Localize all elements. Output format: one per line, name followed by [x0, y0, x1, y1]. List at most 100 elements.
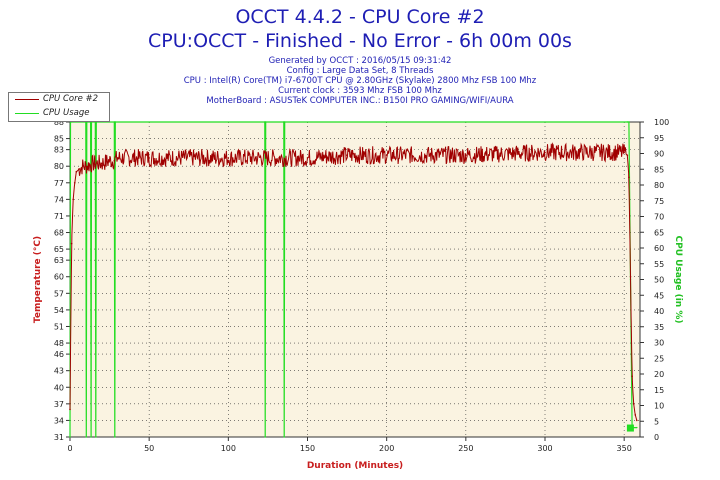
y-tick-label: 31: [54, 433, 64, 442]
x-tick-label: 350: [617, 444, 632, 453]
data-point-cpu-core-2: [73, 181, 76, 184]
x-tick-label: 100: [221, 444, 236, 453]
y-right-tick-label: 5: [654, 417, 659, 426]
y-right-tick-label: 10: [654, 402, 664, 411]
y-tick-label: 68: [54, 229, 64, 238]
series-line-cpu-core-2: [69, 142, 638, 421]
y-tick-label: 57: [54, 289, 64, 298]
data-point-cpu-usage: [283, 436, 285, 438]
x-tick-label: 200: [379, 444, 394, 453]
data-point-cpu-usage: [95, 436, 97, 438]
data-point-cpu-core-2: [72, 198, 74, 201]
y-tick-label: 54: [54, 306, 64, 315]
y-tick-label: 85: [54, 135, 64, 144]
data-point-cpu-core-2: [100, 162, 103, 165]
legend-label-core: CPU Core #2: [43, 94, 99, 104]
data-point-cpu-core-2: [85, 165, 87, 168]
y-right-tick-label: 40: [654, 307, 664, 316]
y-tick-label: 88: [54, 118, 64, 127]
data-point-cpu-core-2: [227, 157, 230, 159]
data-point-cpu-core-2: [116, 157, 119, 159]
data-point-cpu-core-2: [626, 154, 629, 156]
y-tick-label: 74: [54, 195, 64, 204]
data-point-cpu-core-2: [544, 151, 546, 154]
x-tick-label: 150: [300, 444, 315, 453]
y-right-tick-label: 70: [654, 213, 664, 222]
data-point-cpu-core-2: [81, 165, 84, 168]
data-point-cpu-core-2: [634, 414, 637, 416]
chart-title: OCCT 4.4.2 - CPU Core #2: [235, 6, 485, 28]
data-point-cpu-core-2: [631, 375, 633, 378]
y-right-tick-label: 100: [654, 118, 669, 127]
data-point-cpu-usage: [114, 121, 116, 123]
y-right-tick-label: 15: [654, 386, 664, 395]
data-point-cpu-core-2: [636, 419, 638, 422]
data-point-cpu-usage: [114, 436, 116, 438]
y-tick-label: 43: [54, 367, 64, 376]
y-tick-label: 63: [54, 256, 64, 265]
chart-subtitle: CPU:OCCT - Finished - No Error - 6h 00m …: [148, 30, 572, 52]
y-tick-label: 80: [54, 162, 64, 171]
data-point-cpu-core-2: [70, 242, 73, 245]
series-line-cpu-usage: [69, 121, 637, 438]
data-point-cpu-core-2: [623, 151, 625, 154]
data-point-cpu-core-2: [148, 157, 150, 159]
data-point-cpu-core-2: [306, 157, 309, 159]
x-tick-label: 250: [458, 444, 473, 453]
y-tick-label: 77: [54, 179, 64, 188]
y-tick-label: 51: [54, 322, 64, 331]
y-right-tick-label: 65: [654, 228, 664, 237]
y-right-tick-label: 45: [654, 291, 664, 300]
y-tick-label: 83: [54, 146, 64, 155]
data-point-cpu-usage: [85, 436, 88, 438]
data-point-cpu-core-2: [629, 275, 632, 278]
legend-swatch-usage: [15, 113, 39, 114]
legend: CPU Core #2 CPU Usage: [8, 92, 110, 122]
data-point-cpu-core-2: [69, 408, 71, 411]
y-right-tick-label: 0: [654, 433, 659, 442]
x-tick-label: 50: [144, 444, 154, 453]
data-point-cpu-core-2: [465, 154, 467, 156]
info-config: Config : Large Data Set, 8 Threads: [286, 66, 434, 76]
y-right-tick-label: 55: [654, 260, 664, 269]
y-right-tick-label: 75: [654, 197, 664, 206]
info-clock: Current clock : 3593 Mhz FSB 100 Mhz: [278, 86, 442, 96]
data-point-cpu-core-2: [92, 162, 95, 165]
y-right-tick-label: 30: [654, 339, 664, 348]
y-right-tick-label: 95: [654, 134, 664, 143]
y-tick-label: 65: [54, 245, 64, 254]
data-point-cpu-core-2: [385, 154, 388, 156]
data-point-cpu-core-2: [346, 154, 348, 156]
y-tick-label: 48: [54, 339, 64, 348]
y-tick-label: 40: [54, 383, 64, 392]
end-marker-cpu-usage: [626, 424, 634, 432]
x-tick-label: 0: [67, 444, 72, 453]
data-point-cpu-usage: [628, 121, 630, 123]
data-point-cpu-usage: [636, 426, 638, 429]
y-tick-label: 46: [54, 350, 64, 359]
y-right-tick-label: 80: [654, 181, 664, 190]
info-generated: Generated by OCCT : 2016/05/15 09:31:42: [268, 56, 452, 66]
data-point-cpu-usage: [90, 436, 92, 438]
legend-item-core: CPU Core #2: [9, 93, 109, 107]
data-point-cpu-core-2: [113, 159, 116, 162]
y-right-axis-title: CPU Usage (in %): [673, 236, 683, 324]
info-motherboard: MotherBoard : ASUSTeK COMPUTER INC.: B15…: [206, 96, 514, 106]
legend-swatch-core: [15, 99, 39, 100]
data-point-cpu-core-2: [628, 176, 630, 179]
data-point-cpu-usage: [265, 121, 267, 123]
y-right-tick-label: 90: [654, 150, 664, 159]
y-axis-title: Temperature (°C): [33, 236, 43, 323]
data-point-cpu-usage: [626, 121, 629, 123]
y-right-tick-label: 35: [654, 323, 664, 332]
legend-item-usage: CPU Usage: [9, 107, 109, 121]
data-point-cpu-usage: [284, 121, 286, 123]
data-point-cpu-usage: [69, 436, 71, 438]
y-tick-label: 71: [54, 212, 64, 221]
y-right-tick-label: 20: [654, 370, 664, 379]
info-cpu: CPU : Intel(R) Core(TM) i7-6700T CPU @ 2…: [183, 76, 537, 86]
plot-area: [70, 122, 640, 437]
y-tick-label: 34: [54, 416, 64, 425]
data-point-cpu-core-2: [632, 403, 635, 405]
